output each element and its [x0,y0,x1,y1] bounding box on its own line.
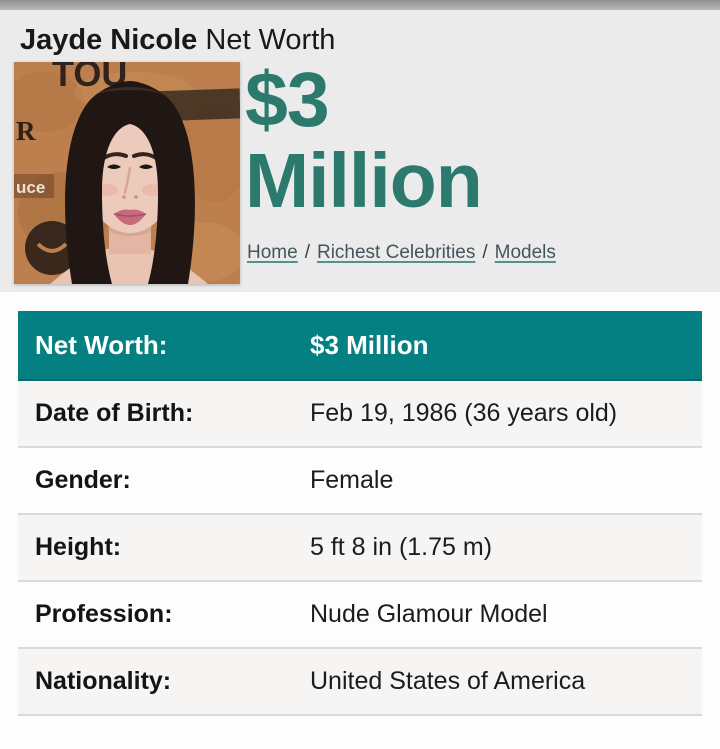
net-worth-amount-line2: Million [245,138,483,224]
table-row-profession: Profession: Nude Glamour Model [18,582,702,649]
table-row-height: Height: 5 ft 8 in (1.75 m) [18,515,702,582]
row-value: Feb 19, 1986 (36 years old) [310,399,618,427]
svg-text:uce: uce [16,178,45,197]
table-row-date-of-birth: Date of Birth: Feb 19, 1986 (36 years ol… [18,381,702,448]
page-title-suffix: Net Worth [197,24,336,56]
row-label: Date of Birth: [35,399,194,427]
celebrity-photo: TOU R uce [14,62,240,284]
page-title-name: Jayde Nicole [20,24,198,56]
row-value: Female [310,466,394,494]
table-row-nationality: Nationality: United States of America [18,649,702,716]
row-label: Gender: [35,466,131,494]
table-header-label: Net Worth: [35,329,168,360]
row-value: 5 ft 8 in (1.75 m) [310,533,493,561]
net-worth-amount: $3 Million [245,57,483,224]
table-header-row: Net Worth: $3 Million [18,311,702,381]
table-row-gender: Gender: Female [18,448,702,515]
window-top-bar [0,0,720,10]
breadcrumb: Home / Richest Celebrities / Models [247,242,556,264]
hero-section: Jayde Nicole Net Worth TOU R uce [0,10,720,292]
page-title: Jayde Nicole Net Worth [20,24,335,57]
row-label: Profession: [35,600,173,628]
row-label: Nationality: [35,667,172,695]
breadcrumb-link-home[interactable]: Home [247,242,298,263]
breadcrumb-link-models[interactable]: Models [494,242,556,263]
table-header-value: $3 Million [310,329,429,360]
breadcrumb-link-richest-celebrities[interactable]: Richest Celebrities [316,242,476,263]
net-worth-amount-line1: $3 [245,57,330,143]
breadcrumb-separator: / [304,242,310,263]
breadcrumb-separator: / [482,242,488,263]
content-section: Net Worth: $3 Million Date of Birth: Feb… [0,292,720,749]
facts-table: Net Worth: $3 Million Date of Birth: Feb… [18,311,702,716]
portrait-hair [65,81,195,284]
row-value: Nude Glamour Model [310,600,548,628]
woman-portrait-image: TOU R uce [14,62,240,284]
row-value: United States of America [310,667,586,695]
svg-text:R: R [16,116,36,146]
row-label: Height: [35,533,122,561]
